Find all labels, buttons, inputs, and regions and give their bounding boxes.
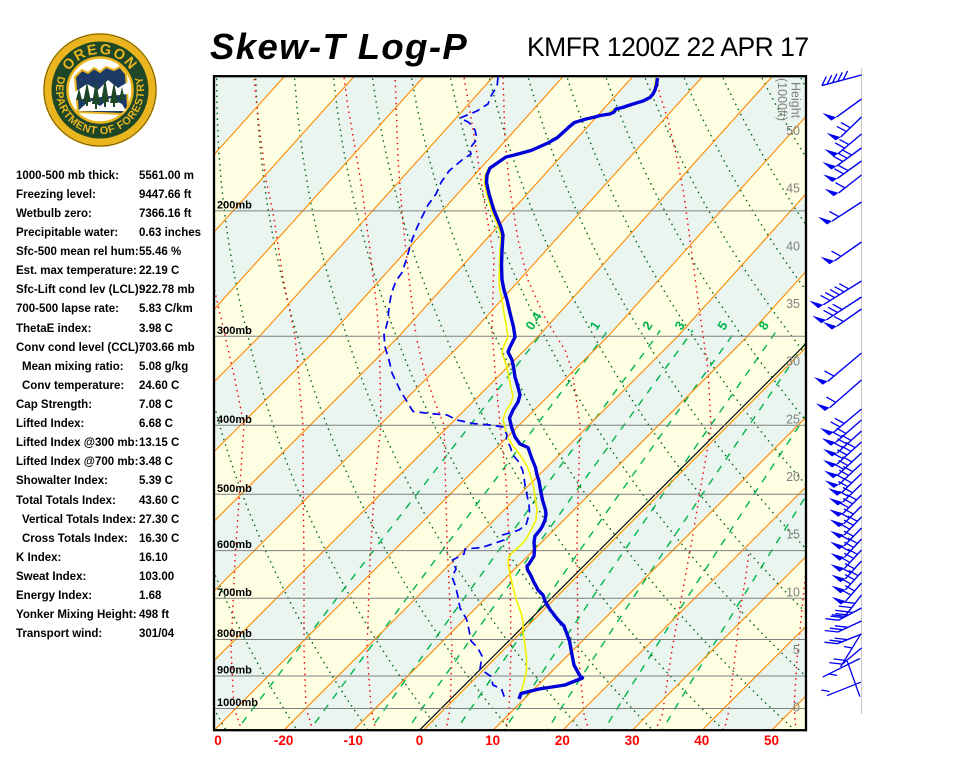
svg-text:1000mb: 1000mb bbox=[217, 697, 258, 709]
svg-text:50: 50 bbox=[786, 124, 800, 138]
svg-text:600mb: 600mb bbox=[217, 539, 252, 551]
svg-text:0: 0 bbox=[793, 701, 800, 715]
svg-text:0: 0 bbox=[416, 733, 424, 748]
svg-text:-20: -20 bbox=[274, 733, 294, 748]
svg-text:10: 10 bbox=[485, 733, 500, 748]
svg-text:-10: -10 bbox=[344, 733, 364, 748]
svg-text:500mb: 500mb bbox=[217, 483, 252, 495]
svg-text:40: 40 bbox=[694, 733, 709, 748]
svg-text:30: 30 bbox=[786, 355, 800, 369]
svg-text:-30: -30 bbox=[202, 733, 222, 748]
svg-text:50: 50 bbox=[764, 733, 779, 748]
svg-text:45: 45 bbox=[786, 182, 800, 196]
svg-text:5: 5 bbox=[793, 643, 800, 657]
svg-text:20: 20 bbox=[786, 470, 800, 484]
svg-text:200mb: 200mb bbox=[217, 200, 252, 212]
svg-text:(1000ft): (1000ft) bbox=[775, 78, 789, 121]
svg-text:Height: Height bbox=[789, 82, 803, 119]
svg-text:800mb: 800mb bbox=[217, 628, 252, 640]
svg-text:20: 20 bbox=[555, 733, 570, 748]
svg-text:400mb: 400mb bbox=[217, 414, 252, 426]
svg-text:40: 40 bbox=[786, 239, 800, 253]
svg-text:30: 30 bbox=[625, 733, 640, 748]
svg-text:35: 35 bbox=[786, 297, 800, 311]
svg-text:300mb: 300mb bbox=[217, 325, 252, 337]
svg-text:900mb: 900mb bbox=[217, 665, 252, 677]
svg-text:15: 15 bbox=[786, 528, 800, 542]
svg-text:700mb: 700mb bbox=[217, 587, 252, 599]
svg-text:25: 25 bbox=[786, 412, 800, 426]
svg-text:10: 10 bbox=[786, 585, 800, 599]
